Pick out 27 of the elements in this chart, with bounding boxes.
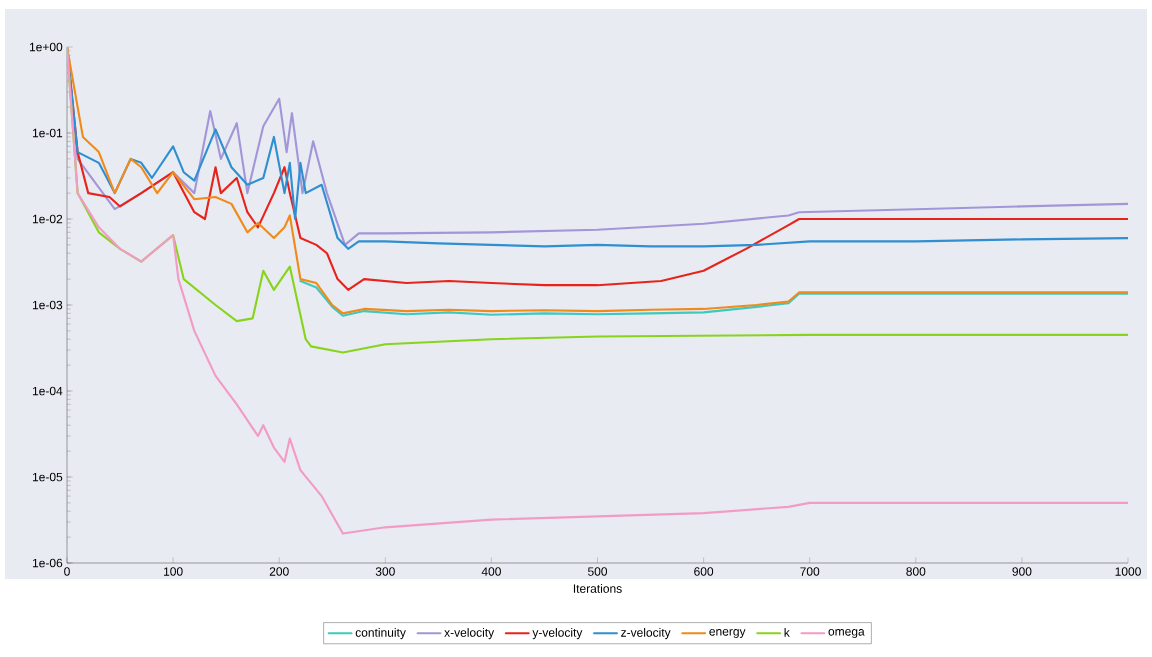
x-axis-title: Iterations: [573, 584, 622, 593]
line-series: [67, 47, 1129, 535]
y-tick-label: 1e-01: [32, 128, 63, 138]
x-tick-label: 900: [1012, 567, 1032, 576]
legend-label: y-velocity: [532, 627, 583, 640]
x-tick-label: 100: [164, 567, 183, 576]
y-tick-label: 1e-05: [32, 472, 63, 482]
x-tick-label: 0: [64, 567, 70, 576]
x-tick-label: 300: [375, 567, 395, 576]
y-tick-label: 1e-06: [32, 558, 63, 568]
x-tick-label: 500: [587, 567, 608, 576]
legend-label: k: [784, 627, 790, 637]
y-tick-label: 1e+00: [29, 42, 63, 52]
legend-label: omega: [828, 629, 865, 639]
x-tick-label: 600: [694, 567, 714, 576]
x-tick-label: 800: [906, 567, 926, 576]
y-tick-label: 1e-02: [32, 214, 63, 224]
x-tick-label: 400: [481, 567, 501, 576]
x-tick-label: 1000: [1115, 567, 1141, 576]
x-tick-label: 700: [800, 567, 820, 576]
legend-label: energy: [709, 629, 746, 639]
y-tick-label: 1e-04: [32, 386, 63, 396]
legend-label: x-velocity: [444, 627, 495, 640]
legend-label: continuity: [355, 627, 406, 640]
x-tick-label: 200: [269, 567, 289, 576]
y-tick-label: 1e-03: [32, 300, 63, 310]
legend-label: z-velocity: [621, 627, 671, 640]
